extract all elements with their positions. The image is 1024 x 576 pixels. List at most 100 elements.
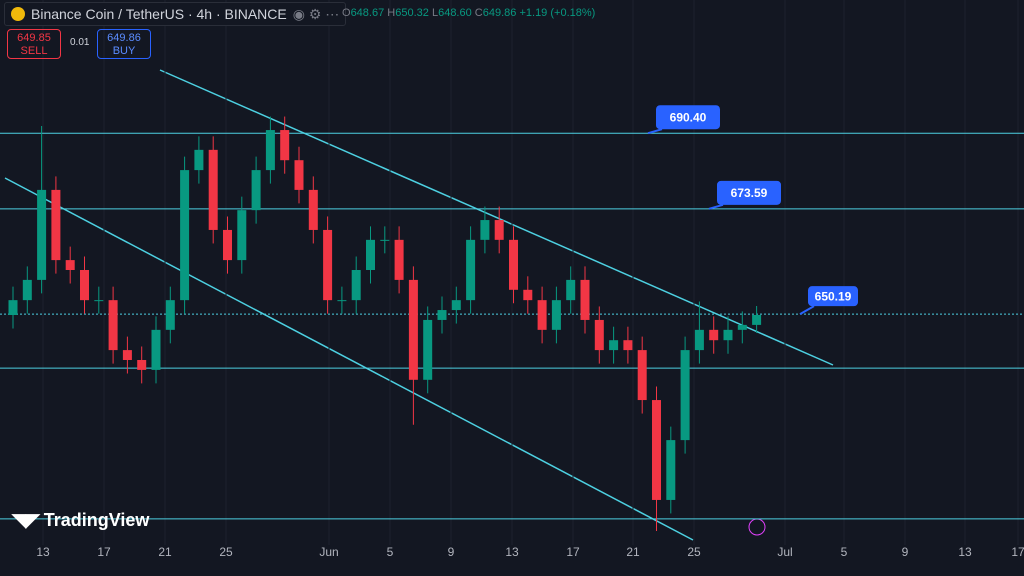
candle-body [408, 279, 418, 380]
x-tick-label: 17 [566, 545, 580, 559]
sell-label: SELL [20, 45, 48, 57]
candle-body [65, 260, 75, 270]
symbol-title: Binance Coin / TetherUS · 4h · BINANCE [31, 6, 287, 22]
callout-label: 650.19 [815, 289, 852, 303]
candle-body [165, 300, 175, 330]
x-tick-label: 9 [902, 545, 909, 559]
ohlc-value: 649.86 [482, 7, 517, 19]
callout-box [808, 286, 858, 307]
callout-pointer [708, 203, 724, 210]
candle-body [122, 350, 132, 360]
symbol-header[interactable]: Binance Coin / TetherUS · 4h · BINANCE ◉… [4, 2, 347, 26]
x-tick-label: 25 [219, 545, 233, 559]
candle-body [752, 315, 762, 325]
candle-body [80, 270, 89, 301]
callout-box [717, 180, 781, 205]
ohlc: O648.67 H650.32 L648.60 C649.86 +1.19 (+… [342, 7, 595, 19]
callout-box [656, 105, 720, 130]
callout-pointer [799, 305, 815, 316]
logo[interactable]: ◥◤ TradingView [12, 510, 149, 531]
x-tick-label: 5 [387, 545, 394, 559]
ohlc-key: O [342, 7, 351, 19]
candle-body [151, 329, 161, 370]
channel-lower [4, 177, 694, 541]
callout-label: 690.40 [670, 110, 707, 124]
candle-body [652, 400, 661, 500]
candle-body [566, 279, 576, 301]
x-tick-label: 13 [36, 545, 50, 559]
candle-body [223, 229, 232, 261]
candle-body [423, 319, 433, 380]
x-tick-label: Jul [777, 545, 792, 559]
x-tick-label: 17 [97, 545, 111, 559]
candle-body [623, 340, 633, 351]
candle-body [737, 324, 747, 330]
x-tick-label: 9 [448, 545, 455, 559]
candle-body [351, 270, 361, 301]
candle-body [494, 220, 504, 240]
candle-body [394, 239, 404, 280]
sell-button[interactable]: 649.85 SELL [7, 29, 61, 59]
buy-button[interactable]: 649.86 BUY [97, 29, 151, 59]
x-tick-label: 13 [958, 545, 972, 559]
candle-body [509, 239, 518, 290]
ohlc-key: C [474, 7, 483, 19]
coin-icon [11, 7, 25, 21]
candle-body [694, 329, 704, 351]
candle-body [380, 239, 390, 241]
candle-body [523, 289, 533, 301]
candle-body [94, 300, 104, 302]
candle-body [337, 300, 347, 302]
candle-body [466, 239, 476, 301]
candle-body [666, 440, 676, 500]
candle-body [251, 170, 261, 211]
candle-body [8, 300, 18, 315]
logo-mark: ◥◤ [12, 510, 40, 530]
candle-body [22, 279, 32, 301]
candle-body [609, 340, 619, 351]
candle-body [680, 350, 690, 441]
candle-body [323, 229, 333, 301]
candle-body [637, 350, 647, 401]
candle-body [551, 300, 561, 330]
candle-body [308, 189, 318, 230]
candle-body [480, 220, 490, 240]
candle-body [437, 310, 447, 320]
candle-body [137, 360, 147, 370]
spread: 0.01 [70, 37, 90, 48]
candle-body [709, 329, 719, 341]
candle-body [51, 189, 61, 261]
ohlc-value: 648.60 [438, 7, 472, 19]
candle-body [723, 329, 733, 341]
ohlc-key: H [387, 7, 396, 19]
logo-text: TradingView [43, 510, 150, 530]
candle-body [180, 170, 190, 301]
ohlc-value: 650.32 [395, 7, 429, 19]
change: +1.19 (+0.18%) [519, 7, 596, 19]
candle-body [280, 130, 290, 161]
x-tick-label: Jun [319, 545, 338, 559]
eye-icon[interactable]: ◉ ⚙ ⋯ [292, 5, 340, 22]
sell-price: 649.85 [17, 32, 51, 44]
candle-body [451, 300, 461, 311]
candle-body [108, 300, 118, 351]
x-tick-label: 21 [626, 545, 640, 559]
x-tick-label: 25 [687, 545, 701, 559]
ohlc-key: L [431, 7, 439, 19]
callout-label: 673.59 [731, 186, 768, 200]
buy-label: BUY [112, 45, 136, 57]
x-tick-label: 5 [841, 545, 848, 559]
candle-body [237, 210, 247, 261]
buy-price: 649.86 [107, 32, 141, 44]
candle-body [594, 319, 604, 351]
candle-body [366, 239, 375, 270]
ohlc-value: 648.67 [350, 7, 385, 19]
candle-body [537, 300, 547, 330]
x-tick-label: 17 [1011, 545, 1024, 559]
x-tick-label: 21 [158, 545, 172, 559]
candle-body [194, 149, 204, 171]
candle-body [37, 189, 47, 280]
alert-icon[interactable] [748, 518, 766, 536]
